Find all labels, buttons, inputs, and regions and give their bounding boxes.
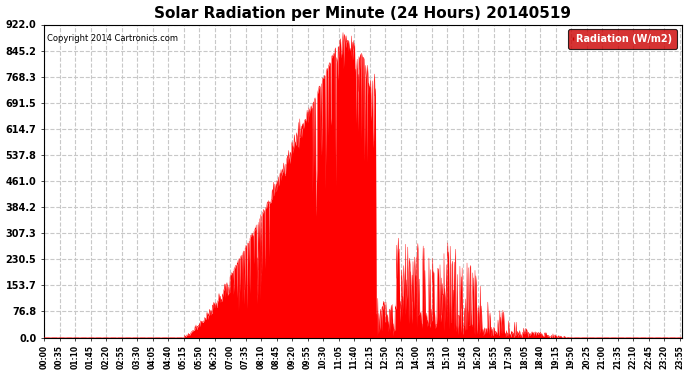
Title: Solar Radiation per Minute (24 Hours) 20140519: Solar Radiation per Minute (24 Hours) 20… (155, 6, 571, 21)
Legend: Radiation (W/m2): Radiation (W/m2) (568, 29, 677, 49)
Text: Copyright 2014 Cartronics.com: Copyright 2014 Cartronics.com (47, 34, 178, 43)
